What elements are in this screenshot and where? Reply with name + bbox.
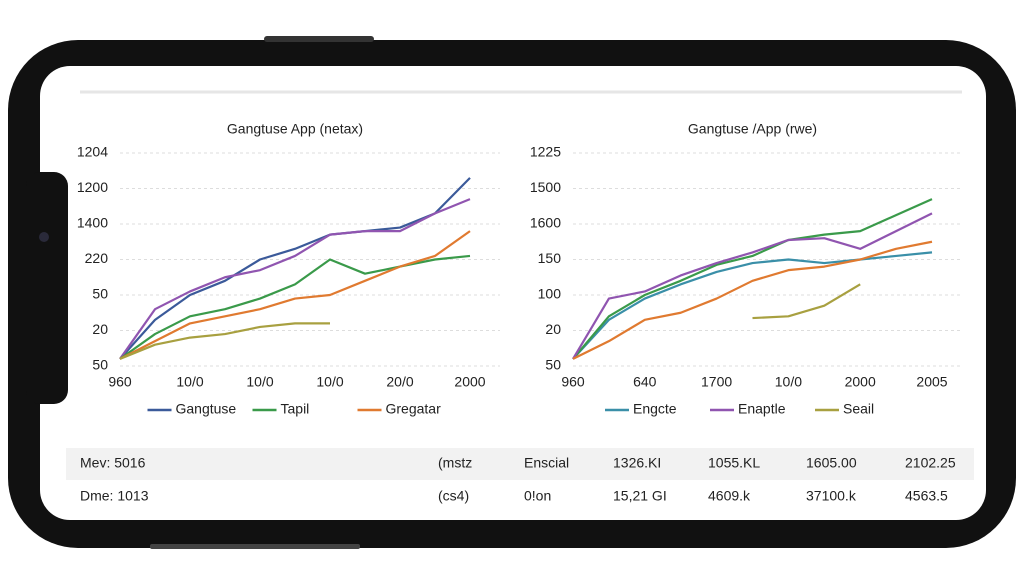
table-cell: 15,21 GI	[613, 488, 667, 504]
y-tick-label: 1500	[530, 179, 561, 195]
x-tick-label: 10/0	[775, 374, 802, 390]
series-line	[119, 230, 471, 360]
table-cell: Dme: 1013	[80, 488, 149, 504]
y-tick-label: 20	[92, 321, 108, 337]
x-tick-label: 960	[561, 374, 585, 390]
table-row-bg	[66, 448, 974, 480]
table-cell: 4609.k	[708, 488, 751, 504]
series-line	[119, 177, 471, 360]
table-cell: Enscial	[524, 455, 569, 471]
camera	[39, 232, 49, 242]
y-tick-label: 50	[545, 357, 561, 373]
screen	[40, 66, 986, 520]
legend-label: Seail	[843, 401, 874, 417]
y-tick-label: 1600	[530, 215, 561, 231]
x-tick-label: 960	[108, 374, 132, 390]
x-tick-label: 10/0	[316, 374, 343, 390]
table-cell: 37100.k	[806, 488, 857, 504]
table-cell: (mstz	[438, 455, 472, 471]
table-cell: 1326.KI	[613, 455, 661, 471]
series-line	[119, 198, 471, 360]
series-line	[119, 254, 471, 360]
x-tick-label: 2000	[454, 374, 485, 390]
x-tick-label: 10/0	[176, 374, 203, 390]
legend-label: Enaptle	[738, 401, 786, 417]
x-tick-label: 2005	[916, 374, 947, 390]
x-tick-label: 640	[633, 374, 657, 390]
y-tick-label: 1400	[77, 215, 108, 231]
content: Gangtuse App (netax) 50 20 50 220 1400 1200 120…	[66, 121, 974, 504]
series-line	[572, 240, 933, 360]
phone-button	[150, 544, 360, 549]
y-tick-label: 150	[538, 250, 562, 266]
y-tick-label: 1225	[530, 144, 561, 160]
chart-title: Gangtuse /App (rwe)	[688, 121, 817, 137]
series-line	[119, 322, 330, 360]
y-tick-label: 1204	[77, 144, 108, 160]
legend-label: Gangtuse	[176, 401, 237, 417]
y-tick-label: 1200	[77, 179, 108, 195]
x-tick-label: 10/0	[246, 374, 273, 390]
series-line	[752, 283, 861, 320]
table-cell: (cs4)	[438, 488, 469, 504]
table-cell: 1605.00	[806, 455, 857, 471]
legend-label: Engcte	[633, 401, 677, 417]
table-cell: 4563.5	[905, 488, 948, 504]
x-tick-label: 1700	[701, 374, 732, 390]
chart-title: Gangtuse App (netax)	[227, 121, 363, 137]
table-cell: 1055.KL	[708, 455, 760, 471]
y-tick-label: 100	[538, 286, 562, 302]
series-line	[572, 212, 933, 360]
table-cell: Mev: 5016	[80, 455, 146, 471]
table-cell: 0!on	[524, 488, 551, 504]
series-line	[572, 198, 933, 360]
table-cell: 2102.25	[905, 455, 956, 471]
y-tick-label: 220	[85, 250, 109, 266]
x-tick-label: 2000	[845, 374, 876, 390]
y-tick-label: 50	[92, 357, 108, 373]
y-tick-label: 20	[545, 321, 561, 337]
legend-label: Gregatar	[386, 401, 442, 417]
legend-label: Tapil	[281, 401, 310, 417]
series-line	[572, 251, 933, 360]
y-tick-label: 50	[92, 286, 108, 302]
notch	[26, 172, 68, 404]
x-tick-label: 20/0	[386, 374, 413, 390]
phone-button	[264, 36, 374, 42]
